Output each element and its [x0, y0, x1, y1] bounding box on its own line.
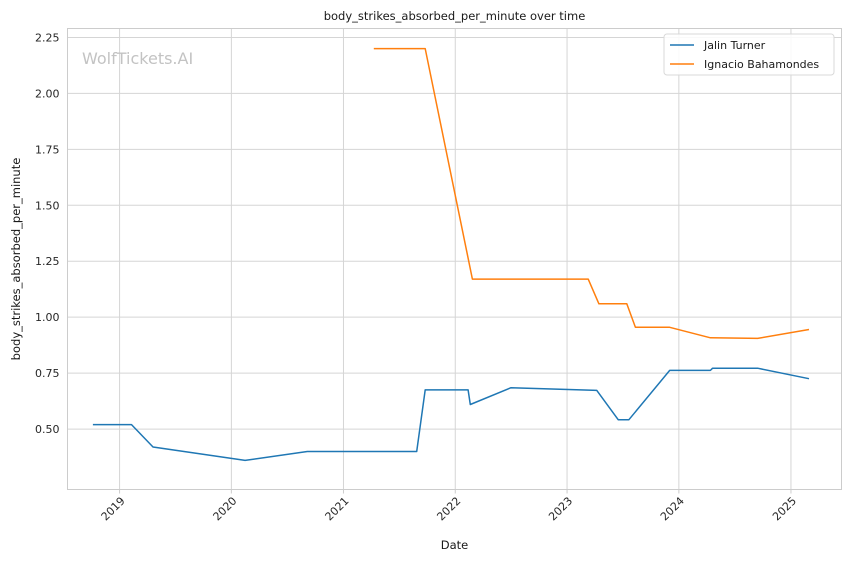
y-axis-label: body_strikes_absorbed_per_minute	[9, 158, 23, 361]
series-line-jalin-turner	[92, 367, 810, 462]
y-tick-label-2-25: 2.25	[35, 31, 60, 44]
y-tick-label-1-50: 1.50	[35, 199, 60, 212]
legend-label-jalin-turner: Jalin Turner	[703, 39, 766, 52]
plot-area	[67, 28, 842, 490]
plot-frame	[67, 28, 842, 490]
x-axis-label: Date	[441, 538, 469, 552]
y-tick-label-1-75: 1.75	[35, 143, 60, 156]
legend-box	[663, 33, 835, 76]
legend-label-ignacio-bahamondes: Ignacio Bahamondes	[704, 58, 819, 71]
y-tick-label-2-00: 2.00	[35, 87, 60, 100]
y-tick-label-1-25: 1.25	[35, 255, 60, 268]
y-tick-label-1-00: 1.00	[35, 311, 60, 324]
y-axis-ticks: 0.50 0.75 1.00 1.25 1.50 1.75 2.00 2.25	[35, 31, 60, 436]
y-tick-label-0-50: 0.50	[35, 423, 60, 436]
gridlines	[67, 28, 842, 490]
watermark: WolfTickets.AI	[82, 49, 193, 68]
y-tick-label-0-75: 0.75	[35, 367, 60, 380]
legend: Jalin Turner Ignacio Bahamondes	[663, 33, 835, 76]
series-lines	[92, 47, 810, 462]
chart-title: body_strikes_absorbed_per_minute over ti…	[324, 9, 586, 23]
series-line-ignacio-bahamondes	[373, 47, 810, 340]
